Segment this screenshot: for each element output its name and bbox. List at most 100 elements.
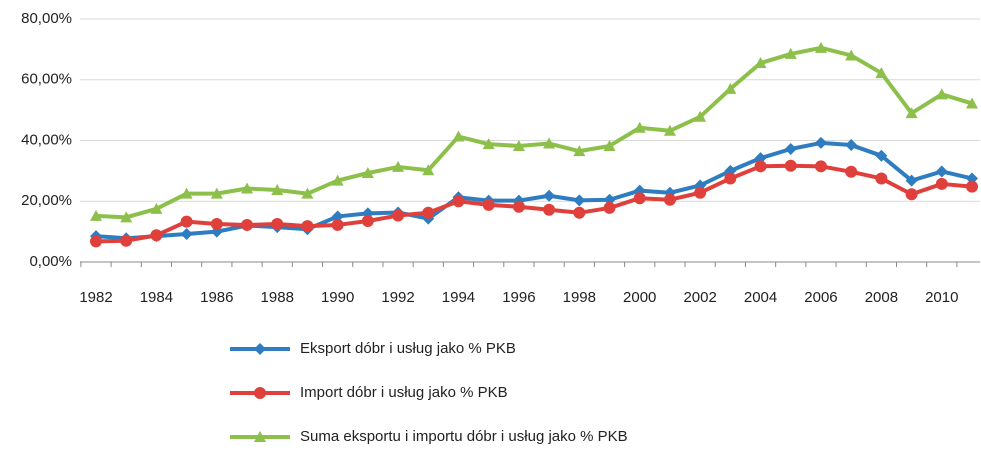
marker xyxy=(210,218,223,231)
marker xyxy=(663,124,676,136)
x-tick-label: 1994 xyxy=(442,289,475,306)
x-tick-label: 1996 xyxy=(502,289,535,306)
marker xyxy=(663,193,676,206)
marker xyxy=(482,138,495,150)
marker xyxy=(512,200,525,213)
marker xyxy=(180,228,193,241)
marker xyxy=(452,195,465,208)
marker xyxy=(422,206,435,219)
x-tick-label: 2000 xyxy=(623,289,656,306)
marker xyxy=(301,220,314,233)
x-tick-label: 1990 xyxy=(321,289,354,306)
marker xyxy=(966,180,978,193)
marker xyxy=(422,164,435,176)
marker xyxy=(814,160,827,173)
marker xyxy=(784,159,797,172)
marker xyxy=(180,187,193,199)
marker xyxy=(935,88,948,100)
marker xyxy=(875,172,888,185)
marker xyxy=(724,82,737,94)
marker xyxy=(271,184,284,196)
y-tick-label: 40,00% xyxy=(21,131,72,148)
marker xyxy=(694,186,707,199)
marker xyxy=(180,215,193,228)
marker xyxy=(573,145,586,157)
marker xyxy=(512,139,525,151)
marker xyxy=(331,174,344,186)
marker xyxy=(875,67,888,79)
marker xyxy=(814,136,827,149)
marker xyxy=(271,218,284,231)
marker xyxy=(905,174,918,187)
marker xyxy=(254,431,266,442)
marker xyxy=(905,107,918,119)
x-tick-label: 1986 xyxy=(200,289,233,306)
marker xyxy=(694,110,707,122)
marker xyxy=(845,49,858,61)
x-tick-label: 1992 xyxy=(381,289,414,306)
marker xyxy=(361,167,374,179)
marker xyxy=(754,160,767,173)
marker xyxy=(361,214,374,227)
legend-label: Import dóbr i usług jako % PKB xyxy=(300,384,508,401)
marker xyxy=(120,234,133,247)
y-tick-label: 20,00% xyxy=(21,192,72,209)
marker xyxy=(482,198,495,211)
marker xyxy=(784,143,797,156)
marker xyxy=(935,177,948,190)
x-tick-label: 1988 xyxy=(261,289,294,306)
marker xyxy=(573,194,586,207)
marker xyxy=(543,137,556,149)
marker xyxy=(543,203,556,216)
marker xyxy=(845,139,858,152)
marker xyxy=(845,165,858,178)
marker xyxy=(254,343,266,355)
marker xyxy=(935,165,948,178)
marker xyxy=(905,188,918,201)
marker xyxy=(150,229,163,242)
marker xyxy=(633,121,646,133)
marker xyxy=(603,193,616,206)
marker xyxy=(452,130,465,142)
marker xyxy=(90,235,102,248)
marker xyxy=(90,209,102,221)
marker xyxy=(814,41,827,53)
marker xyxy=(392,209,405,222)
marker xyxy=(784,47,797,59)
marker xyxy=(254,387,266,399)
legend-label: Suma eksportu i importu dóbr i usług jak… xyxy=(300,428,628,445)
x-tick-label: 2002 xyxy=(683,289,716,306)
marker xyxy=(724,172,737,185)
marker xyxy=(875,149,888,162)
x-tick-label: 2008 xyxy=(865,289,898,306)
legend-label: Eksport dóbr i usług jako % PKB xyxy=(300,340,516,357)
marker xyxy=(331,210,344,223)
x-tick-label: 2010 xyxy=(925,289,958,306)
x-tick-label: 1984 xyxy=(140,289,173,306)
marker xyxy=(241,182,254,194)
y-tick-label: 80,00% xyxy=(21,10,72,27)
series-line xyxy=(95,45,973,220)
marker xyxy=(241,218,254,231)
marker xyxy=(633,192,646,205)
marker xyxy=(966,97,978,109)
x-tick-label: 2004 xyxy=(744,289,777,306)
marker xyxy=(301,187,314,199)
marker xyxy=(120,211,133,223)
marker xyxy=(543,189,556,202)
marker xyxy=(603,201,616,214)
x-tick-label: 1998 xyxy=(563,289,596,306)
x-tick-label: 1982 xyxy=(79,289,112,306)
marker xyxy=(754,152,767,165)
marker xyxy=(210,187,223,199)
marker xyxy=(573,206,586,219)
x-tick-label: 2006 xyxy=(804,289,837,306)
marker xyxy=(150,202,163,214)
y-tick-label: 0,00% xyxy=(29,253,72,270)
marker xyxy=(966,172,978,185)
marker xyxy=(392,160,405,172)
marker xyxy=(603,139,616,151)
y-tick-label: 60,00% xyxy=(21,71,72,88)
marker xyxy=(331,218,344,231)
